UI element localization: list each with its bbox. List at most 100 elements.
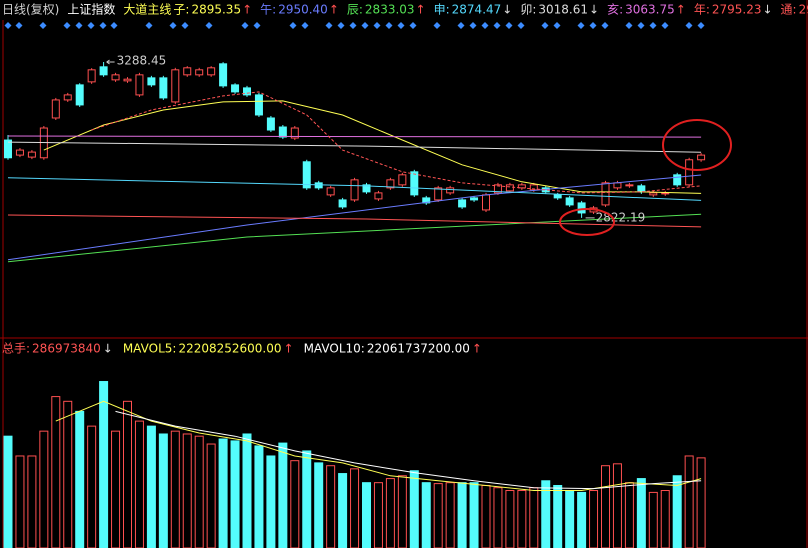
volume-bar xyxy=(278,442,288,548)
marker-diamond xyxy=(63,22,71,29)
period: 日线(复权) xyxy=(2,3,59,17)
legend-label: 年: xyxy=(694,3,710,17)
legend-arrow: ↑ xyxy=(329,3,339,17)
marker-diamond xyxy=(349,22,357,29)
marker-diamond xyxy=(145,22,153,29)
volume-bar xyxy=(326,465,336,548)
legend-value: 2833.03 xyxy=(365,3,415,17)
volume-bar xyxy=(397,475,407,548)
marker-diamond xyxy=(289,22,297,29)
candle-body xyxy=(577,202,586,214)
volume-bar xyxy=(684,455,694,548)
highlight-circle xyxy=(662,119,732,171)
legend-value: 3063.75 xyxy=(625,3,675,17)
indicator-line xyxy=(43,100,702,194)
volume-bar xyxy=(421,482,431,548)
candle-body xyxy=(386,179,395,189)
candle-body xyxy=(529,184,538,191)
legend-label: 亥: xyxy=(607,3,623,17)
volume-bar xyxy=(266,455,276,548)
volume-bar xyxy=(302,450,312,548)
marker-diamond xyxy=(325,22,333,29)
legend-arrow: ↓ xyxy=(502,3,512,17)
volume-bar xyxy=(99,381,109,548)
candle-body xyxy=(697,154,706,161)
volume-bar xyxy=(565,490,575,548)
marker-diamond xyxy=(697,22,705,29)
marker-diamond xyxy=(505,22,513,29)
candle-body xyxy=(326,187,335,196)
indicator-line xyxy=(7,177,702,201)
candle-body xyxy=(350,179,359,201)
volume-bar xyxy=(3,435,13,548)
candle-body xyxy=(601,182,610,206)
marker-diamond xyxy=(301,22,309,29)
indicator-line xyxy=(7,174,702,261)
marker-diamond xyxy=(469,22,477,29)
annotation: 3288.45 xyxy=(117,53,167,67)
marker-diamond xyxy=(601,22,609,29)
volume-bar xyxy=(230,440,240,548)
legend-label: 总手: xyxy=(2,342,30,356)
volume-bar xyxy=(433,483,443,548)
marker-diamond xyxy=(649,22,657,29)
volume-bar xyxy=(696,457,706,548)
volume-bar xyxy=(314,462,324,548)
candle-body xyxy=(649,192,658,196)
marker-diamond xyxy=(181,22,189,29)
marker-diamond xyxy=(409,22,417,29)
candle-body xyxy=(87,69,96,83)
legend-label: 子: xyxy=(173,3,189,17)
volume-bar xyxy=(601,465,610,548)
volume-bar xyxy=(158,433,168,548)
marker-diamond xyxy=(205,22,213,29)
marker-diamond xyxy=(541,22,549,29)
legend-arrow: ↑ xyxy=(472,342,482,356)
marker-diamond xyxy=(99,22,107,29)
volume-bar xyxy=(493,487,503,548)
marker-diamond xyxy=(481,22,489,29)
candle-body xyxy=(565,197,574,206)
header: 日线(复权) 上证指数 大道主线 子: 2895.35 ↑ 午: 2950.40 ↑ 辰: 2833… xyxy=(2,2,808,17)
legend-arrow: ↓ xyxy=(589,3,599,17)
volume-bar xyxy=(242,433,252,548)
volume-bar xyxy=(612,463,622,548)
marker-diamond xyxy=(110,22,118,29)
candle-body xyxy=(171,69,180,103)
volume-bar xyxy=(15,455,25,548)
legend-arrow: ↓ xyxy=(762,3,772,17)
marker-diamond xyxy=(75,22,83,29)
volume-bar xyxy=(672,475,682,548)
candle-body xyxy=(625,184,634,187)
marker-diamond xyxy=(397,22,405,29)
marker-diamond xyxy=(577,22,585,29)
marker-diamond xyxy=(4,22,12,29)
marker-diamond xyxy=(625,22,633,29)
volume-bar xyxy=(123,400,132,548)
volume-bar xyxy=(469,482,479,548)
legend-value: 2918.29 xyxy=(799,3,808,17)
legend-label: MAVOL10: xyxy=(304,342,365,356)
indicator-name: 大道主线 xyxy=(123,3,171,17)
volume-bar xyxy=(553,484,563,548)
markers xyxy=(4,22,705,29)
candle-body xyxy=(278,126,287,138)
marker-diamond xyxy=(493,22,501,29)
candle-body xyxy=(446,187,455,194)
marker-diamond xyxy=(517,22,525,29)
candle-body xyxy=(123,78,132,82)
volume-bar xyxy=(254,445,264,548)
candle-body xyxy=(673,174,682,186)
legend-arrow: ↑ xyxy=(676,3,686,17)
candle-body xyxy=(27,151,36,158)
candle-body xyxy=(51,99,60,119)
indicator-line xyxy=(91,91,702,194)
volume-header: 总手: 286973840 ↓ MAVOL5: 22208252600.00 ↑ MAVOL… xyxy=(2,342,482,356)
marker-diamond xyxy=(637,22,645,29)
volume-bar xyxy=(577,491,587,548)
candle-body xyxy=(553,194,562,199)
marker-diamond xyxy=(169,22,177,29)
annotation-arrow xyxy=(106,59,115,65)
volume-bar xyxy=(385,478,395,548)
volume-bar xyxy=(350,468,360,548)
